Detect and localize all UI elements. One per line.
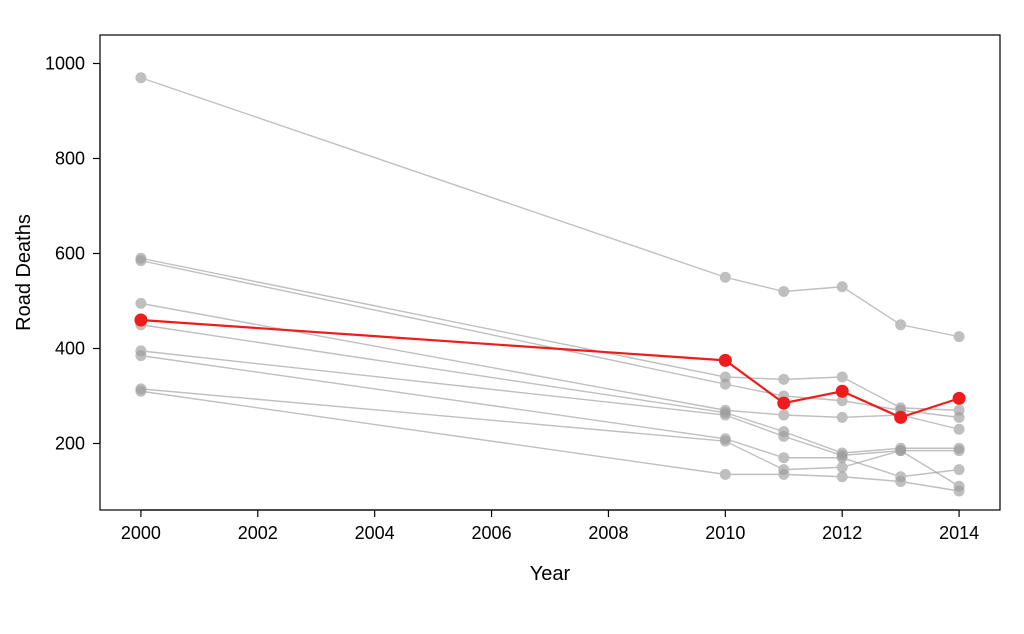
bg-series-0-marker — [720, 272, 731, 283]
bg-series-5-marker — [720, 410, 731, 421]
bg-series-8-marker — [895, 476, 906, 487]
bg-series-8-marker — [135, 386, 146, 397]
bg-series-0-marker — [135, 72, 146, 83]
bg-series-3-marker — [954, 424, 965, 435]
highlight-series-marker — [777, 397, 790, 410]
bg-series-3-marker — [135, 298, 146, 309]
x-tick-label: 2004 — [355, 523, 395, 543]
bg-series-0-marker — [895, 319, 906, 330]
x-tick-label: 2010 — [705, 523, 745, 543]
bg-series-5-marker — [778, 431, 789, 442]
x-tick-label: 2000 — [121, 523, 161, 543]
y-tick-label: 800 — [55, 149, 85, 169]
x-tick-label: 2008 — [588, 523, 628, 543]
x-tick-label: 2002 — [238, 523, 278, 543]
bg-series-3-marker — [837, 412, 848, 423]
bg-series-6-marker — [837, 452, 848, 463]
highlight-series-marker — [719, 354, 732, 367]
chart-svg: 2000 2002 2004 2006 2008 2010 2012 2014 200 400 60… — [0, 0, 1024, 634]
bg-series-1-marker — [778, 374, 789, 385]
bg-series-6-marker — [778, 452, 789, 463]
bg-series-3-marker — [778, 410, 789, 421]
highlight-series-marker — [836, 385, 849, 398]
bg-series-6-marker — [135, 350, 146, 361]
y-tick-label: 400 — [55, 339, 85, 359]
bg-series-8-marker — [720, 469, 731, 480]
bg-series-0-marker — [778, 286, 789, 297]
x-tick-label: 2012 — [822, 523, 862, 543]
y-tick-label: 600 — [55, 244, 85, 264]
bg-series-8-marker — [778, 469, 789, 480]
highlight-series-marker — [953, 392, 966, 405]
y-tick-label: 200 — [55, 434, 85, 454]
road-deaths-line-chart: 2000 2002 2004 2006 2008 2010 2012 2014 200 400 60… — [0, 0, 1024, 634]
bg-series-7-marker — [720, 436, 731, 447]
bg-series-0-marker — [837, 281, 848, 292]
bg-series-7-marker — [837, 462, 848, 473]
bg-series-5-marker — [954, 445, 965, 456]
y-axis-label: Road Deaths — [13, 214, 35, 331]
bg-series-8-marker — [954, 486, 965, 497]
bg-series-1-marker — [837, 372, 848, 383]
bg-series-2-marker — [720, 379, 731, 390]
x-axis-label: Year — [530, 563, 571, 585]
x-tick-label: 2014 — [939, 523, 979, 543]
bg-series-0-marker — [954, 331, 965, 342]
bg-series-2-marker — [954, 412, 965, 423]
bg-series-7-marker — [895, 445, 906, 456]
highlight-series-marker — [894, 411, 907, 424]
x-tick-label: 2006 — [472, 523, 512, 543]
bg-series-8-marker — [837, 471, 848, 482]
bg-series-6-marker — [954, 464, 965, 475]
bg-series-2-marker — [135, 255, 146, 266]
y-tick-label: 1000 — [45, 54, 85, 74]
highlight-series-marker — [134, 314, 147, 327]
